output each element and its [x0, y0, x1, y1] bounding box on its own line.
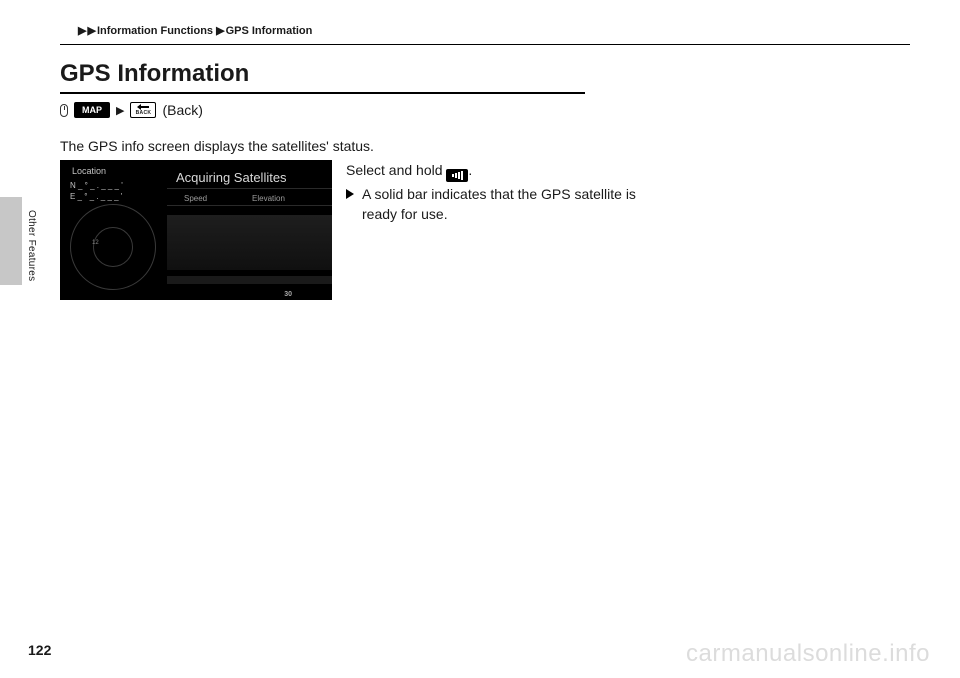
gps-screenshot: Location N _ ° _ . _ _ _ ' E _ ° _ . _ _… — [60, 160, 332, 300]
map-button[interactable]: MAP — [74, 102, 110, 118]
side-tab — [0, 197, 22, 285]
sc-coordinates: N _ ° _ . _ _ _ ' E _ ° _ . _ _ _ ' — [70, 180, 123, 202]
sc-divider — [167, 205, 332, 206]
instructions: Select and hold . A solid bar indicates … — [346, 160, 650, 225]
sc-speed-label: Speed — [184, 194, 207, 203]
instr-post: . — [468, 162, 472, 178]
sc-divider — [167, 188, 332, 189]
intro-text: The GPS info screen displays the satelli… — [60, 138, 650, 154]
main-content: GPS Information MAP ▶ BACK (Back) The GP… — [60, 60, 650, 300]
sc-coord-n: N _ ° _ . _ _ _ ' — [70, 180, 123, 191]
sc-bottom-number: 30 — [284, 291, 292, 298]
breadcrumb: ▶▶Information Functions ▶GPS Information — [78, 24, 312, 37]
sc-coord-e: E _ ° _ . _ _ _ ' — [70, 191, 123, 202]
breadcrumb-item: Information Functions — [97, 25, 213, 37]
page-number: 122 — [28, 642, 51, 658]
signal-bars-icon — [446, 169, 468, 182]
two-column: Location N _ ° _ . _ _ _ ' E _ ° _ . _ _… — [60, 160, 650, 300]
sc-sat-label: 12 — [92, 240, 99, 246]
title-rule — [60, 92, 585, 94]
back-button-label: BACK — [136, 110, 152, 117]
sc-elevation-label: Elevation — [252, 194, 285, 203]
sc-panel-bottom — [167, 276, 332, 284]
back-text: (Back) — [162, 102, 202, 118]
triangle-icon: ▶ — [116, 104, 124, 117]
triangle-icon: ▶ — [78, 24, 86, 37]
triangle-icon: ▶ — [87, 24, 95, 37]
sc-title: Acquiring Satellites — [176, 170, 287, 185]
instr-pre: Select and hold — [346, 162, 446, 178]
instruction-bullet: A solid bar indicates that the GPS satel… — [346, 184, 650, 225]
sc-location-label: Location — [72, 166, 106, 176]
watermark: carmanualsonline.info — [686, 640, 930, 668]
sc-panel — [167, 215, 332, 270]
mouse-icon — [60, 104, 68, 117]
back-button[interactable]: BACK — [130, 102, 156, 118]
triangle-bullet-icon — [346, 189, 354, 199]
divider — [60, 44, 910, 45]
triangle-icon: ▶ — [216, 24, 224, 37]
side-label: Other Features — [26, 210, 37, 281]
page-title: GPS Information — [60, 60, 650, 88]
breadcrumb-item: GPS Information — [226, 25, 313, 37]
bullet-text: A solid bar indicates that the GPS satel… — [362, 184, 650, 225]
sc-radar-circle-inner — [93, 227, 133, 267]
nav-row: MAP ▶ BACK (Back) — [60, 102, 650, 118]
instruction-line: Select and hold . — [346, 160, 650, 182]
